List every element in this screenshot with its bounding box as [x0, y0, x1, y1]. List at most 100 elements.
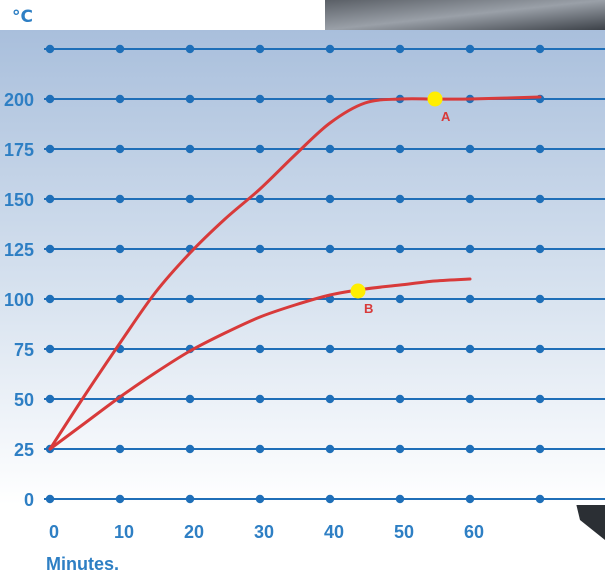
grid-dot — [465, 44, 475, 54]
series-line-b — [48, 277, 472, 451]
grid-dot — [465, 344, 475, 354]
grid-dot — [465, 144, 475, 154]
x-tick-label: 30 — [254, 522, 274, 542]
grid-dot — [535, 444, 545, 454]
grid-dot — [255, 344, 265, 354]
grid-dot — [535, 494, 545, 504]
x-axis-label: Minutes. — [46, 554, 119, 574]
grid-dot — [395, 344, 405, 354]
grid-dot — [465, 494, 475, 504]
grid-dot — [185, 194, 195, 204]
grid-dot — [325, 94, 335, 104]
grid-dot — [115, 494, 125, 504]
marker-point-a — [427, 91, 443, 107]
marker-point-b — [350, 283, 366, 299]
grid-dots — [45, 44, 545, 504]
grid-dot — [325, 444, 335, 454]
grid-dot — [185, 294, 195, 304]
x-tick-label: 50 — [394, 522, 414, 542]
marker-label-b: B — [364, 301, 373, 316]
grid-dot — [45, 144, 55, 154]
grid-dot — [535, 194, 545, 204]
grid-dot — [325, 194, 335, 204]
grid-dot — [255, 194, 265, 204]
grid-dot — [255, 244, 265, 254]
grid-dot — [45, 44, 55, 54]
grid-dot — [465, 194, 475, 204]
grid-dot — [465, 444, 475, 454]
grid-dot — [395, 244, 405, 254]
x-tick-label: 20 — [184, 522, 204, 542]
grid-dot — [115, 144, 125, 154]
plot-background — [0, 30, 605, 505]
grid-dot — [115, 244, 125, 254]
grid-dot — [255, 144, 265, 154]
grid-dot — [45, 494, 55, 504]
grid-dot — [395, 494, 405, 504]
grid-dot — [395, 444, 405, 454]
grid-dot — [185, 44, 195, 54]
grid-dot — [395, 294, 405, 304]
grid-dot — [45, 244, 55, 254]
grid-dot — [115, 444, 125, 454]
grid-dot — [115, 94, 125, 104]
x-tick-label: 0 — [49, 522, 59, 542]
y-tick-label: 0 — [24, 490, 34, 510]
y-tick-label: 200 — [4, 90, 34, 110]
grid-dot — [535, 294, 545, 304]
x-tick-label: 60 — [464, 522, 484, 542]
y-axis-tick-labels: 0 25 50 75 100 125 150 175 200 — [4, 90, 34, 510]
grid-dot — [535, 44, 545, 54]
grid-dot — [325, 244, 335, 254]
grid-dot — [325, 494, 335, 504]
grid-dot — [465, 244, 475, 254]
y-tick-label: 175 — [4, 140, 34, 160]
background-photo — [325, 0, 605, 30]
grid-dot — [45, 294, 55, 304]
x-axis-tick-labels: 0 10 20 30 40 50 60 — [49, 522, 484, 542]
grid-dot — [465, 294, 475, 304]
grid-dot — [185, 494, 195, 504]
grid-dot — [535, 244, 545, 254]
grid-dot — [45, 194, 55, 204]
grid-dot — [395, 194, 405, 204]
x-tick-label: 10 — [114, 522, 134, 542]
grid-dot — [255, 294, 265, 304]
y-tick-label: 75 — [14, 340, 34, 360]
grid-dot — [115, 294, 125, 304]
grid-dot — [465, 394, 475, 404]
y-tick-label: 150 — [4, 190, 34, 210]
y-tick-label: 25 — [14, 440, 34, 460]
grid-dot — [325, 394, 335, 404]
grid-dot — [395, 44, 405, 54]
series-markers: AB — [350, 91, 451, 316]
grid-dot — [45, 94, 55, 104]
grid-dot — [325, 44, 335, 54]
grid-dot — [255, 94, 265, 104]
grid-dot — [255, 444, 265, 454]
grid-dot — [325, 344, 335, 354]
grid-dot — [185, 94, 195, 104]
grid-dot — [185, 394, 195, 404]
y-axis-unit-label: °C — [12, 7, 33, 27]
y-tick-label: 100 — [4, 290, 34, 310]
grid-dot — [115, 44, 125, 54]
grid-dot — [185, 144, 195, 154]
grid-dot — [255, 394, 265, 404]
y-tick-label: 50 — [14, 390, 34, 410]
grid-dot — [395, 394, 405, 404]
grid-dot — [45, 394, 55, 404]
grid-dot — [45, 344, 55, 354]
grid-dot — [535, 394, 545, 404]
x-tick-label: 40 — [324, 522, 344, 542]
grid-dot — [255, 44, 265, 54]
grid-dot — [535, 344, 545, 354]
grid-dot — [115, 194, 125, 204]
grid-dot — [325, 144, 335, 154]
y-tick-label: 125 — [4, 240, 34, 260]
grid-dot — [185, 444, 195, 454]
grid-dot — [395, 144, 405, 154]
marker-label-a: A — [441, 109, 451, 124]
grid-dot — [255, 494, 265, 504]
